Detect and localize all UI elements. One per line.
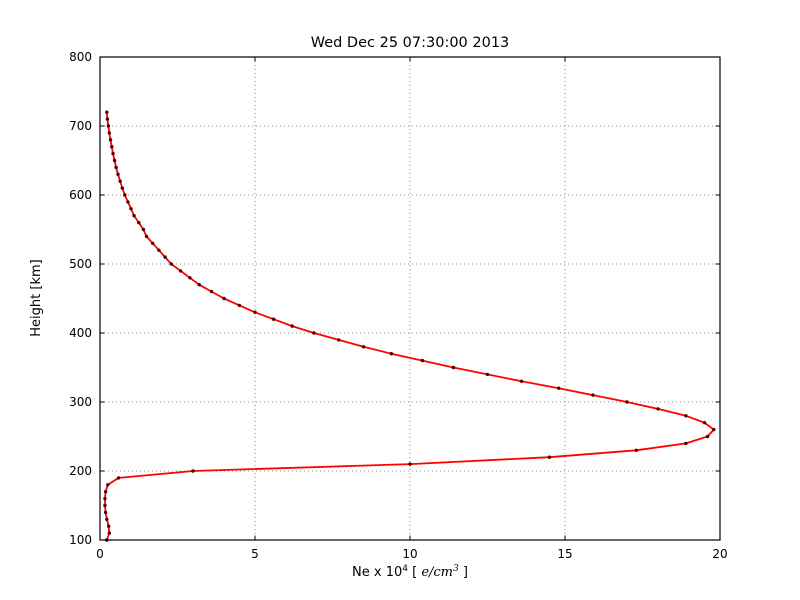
tick-marks: [99, 56, 721, 541]
x-axis-label: Ne x 104 [ e/cm3 ]: [352, 564, 468, 580]
data-point-marker: [106, 524, 111, 528]
data-point-marker: [420, 358, 425, 363]
data-point-marker: [141, 227, 146, 232]
data-point-marker: [712, 427, 716, 432]
data-point-marker: [408, 462, 412, 466]
data-point-marker: [108, 138, 113, 142]
x-axis-label-close-bracket: ]: [459, 565, 468, 580]
data-point-marker: [197, 283, 201, 287]
data-point-marker: [107, 531, 112, 535]
data-series: [103, 110, 716, 542]
data-point-marker: [105, 110, 109, 114]
data-point-marker: [105, 517, 109, 521]
y-tick-label: 100: [69, 533, 92, 547]
data-point-marker: [103, 503, 107, 508]
data-point-marker: [389, 352, 394, 356]
data-point-marker: [702, 421, 707, 425]
data-point-marker: [116, 172, 120, 176]
x-axis-label-open-bracket: [: [408, 565, 421, 580]
data-point-marker: [116, 476, 121, 480]
data-point-marker: [132, 214, 136, 218]
y-tick-labels: 100 200 300 400 500 600 700 800: [69, 50, 92, 547]
data-point-marker: [107, 131, 112, 135]
data-point-marker: [178, 269, 183, 273]
data-point-marker: [634, 448, 638, 452]
data-point-marker: [157, 248, 161, 252]
data-point-marker: [188, 276, 192, 280]
series-line: [104, 112, 715, 541]
data-point-marker: [103, 490, 108, 494]
data-point-marker: [290, 324, 294, 328]
y-tick-label: 200: [69, 464, 92, 478]
grid-lines: [99, 56, 721, 541]
data-point-marker: [684, 414, 688, 418]
data-point-marker: [114, 165, 118, 170]
data-point-marker: [591, 393, 595, 397]
data-point-marker: [123, 193, 127, 197]
data-point-marker: [656, 407, 660, 411]
data-point-marker: [485, 372, 490, 377]
y-tick-label: 800: [69, 50, 92, 64]
data-point-marker: [126, 200, 130, 204]
data-point-marker: [169, 262, 173, 266]
data-point-marker: [625, 400, 629, 404]
y-tick-label: 600: [69, 188, 92, 202]
x-axis-label-unit: e/cm: [421, 565, 453, 580]
y-tick-label: 700: [69, 119, 92, 133]
data-point-marker: [103, 496, 107, 501]
data-point-marker: [118, 179, 122, 183]
x-tick-label: 5: [251, 547, 259, 561]
data-point-marker: [237, 303, 242, 308]
data-point-marker: [557, 386, 561, 390]
data-point-marker: [144, 234, 149, 239]
x-tick-label: 0: [96, 547, 104, 561]
data-point-marker: [271, 317, 276, 321]
data-point-marker: [163, 255, 167, 259]
x-tick-label: 20: [712, 547, 727, 561]
x-axis-label-exponent: 4: [402, 564, 408, 574]
data-point-marker: [519, 379, 524, 383]
data-point-marker: [222, 296, 226, 301]
x-tick-label: 10: [402, 547, 417, 561]
data-point-marker: [111, 151, 115, 156]
data-point-marker: [103, 510, 108, 515]
data-point-marker: [253, 310, 257, 314]
data-point-marker: [112, 158, 117, 163]
data-point-marker: [191, 469, 195, 473]
data-point-marker: [209, 289, 214, 294]
data-point-marker: [337, 338, 341, 342]
y-tick-label: 400: [69, 326, 92, 340]
data-point-marker: [312, 331, 316, 335]
data-point-marker: [684, 441, 688, 446]
x-axis-label-prefix: Ne x 10: [352, 565, 402, 580]
x-tick-label: 15: [557, 547, 572, 561]
data-point-marker: [106, 124, 111, 128]
data-point-marker: [705, 434, 710, 439]
data-point-marker: [129, 207, 133, 211]
data-point-marker: [137, 220, 141, 225]
data-point-marker: [151, 241, 155, 245]
x-axis-label-unit-exponent: 3: [453, 564, 459, 574]
data-point-marker: [547, 455, 552, 459]
x-tick-labels: 0 5 10 15 20: [96, 547, 727, 561]
data-point-marker: [106, 483, 110, 487]
data-point-marker: [110, 145, 114, 149]
y-tick-label: 500: [69, 257, 92, 271]
data-point-marker: [105, 117, 110, 121]
data-point-marker: [451, 365, 456, 370]
y-axis-label: Height [km]: [29, 259, 44, 336]
chart-title: Wed Dec 25 07:30:00 2013: [311, 35, 510, 51]
y-tick-label: 300: [69, 395, 92, 409]
data-point-marker: [120, 186, 125, 190]
data-point-marker: [361, 345, 366, 349]
